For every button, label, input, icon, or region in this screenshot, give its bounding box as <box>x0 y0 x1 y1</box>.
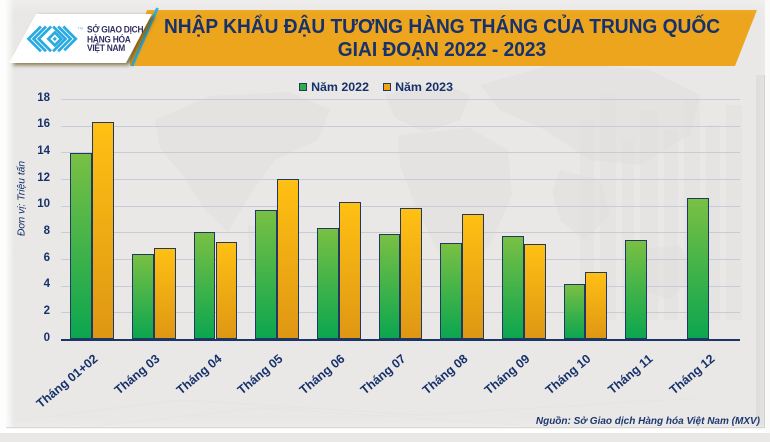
svg-text:TM: TM <box>78 27 83 31</box>
